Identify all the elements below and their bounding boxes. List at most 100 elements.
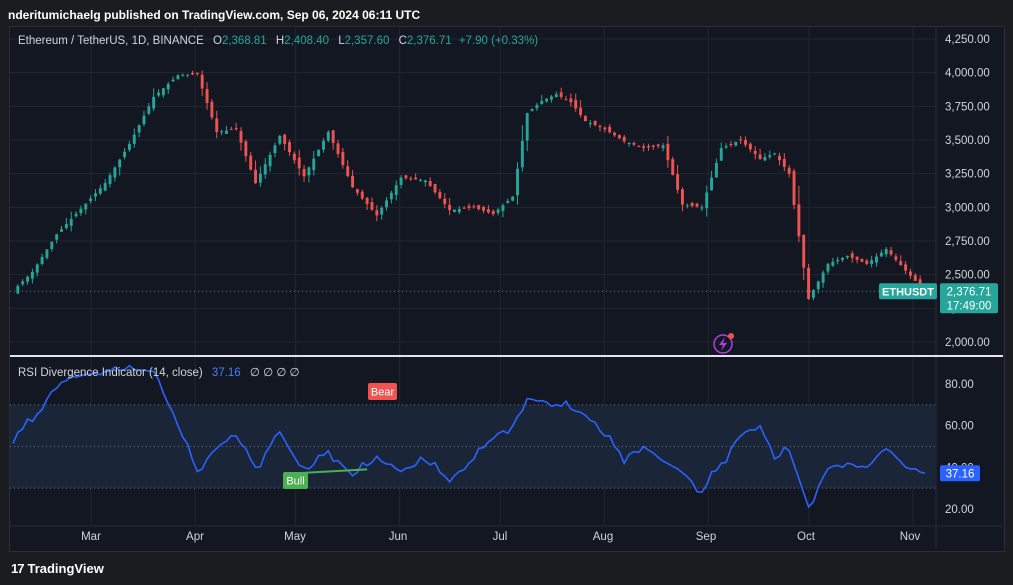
low-value: 2,357.60 <box>344 35 390 47</box>
candle-body <box>811 290 815 298</box>
candle-body <box>511 196 515 201</box>
candle-body <box>744 140 747 145</box>
rsi-title[interactable]: RSI Divergence Indicator (14, close) <box>18 367 203 379</box>
price-tick-label: 2,750.00 <box>945 236 990 248</box>
close-label: C <box>398 35 407 47</box>
symbol-title[interactable]: Ethereum / TetherUS, 1D, BINANCE <box>18 35 204 47</box>
candle-body <box>710 177 714 191</box>
price-tick-label: 3,750.00 <box>945 101 990 113</box>
candle-body <box>394 185 398 195</box>
candle-body <box>782 158 786 167</box>
tradingview-brand: TradingView <box>27 561 104 576</box>
candle-body <box>127 144 131 150</box>
bull-label-bg <box>283 472 308 489</box>
candle-body <box>64 224 68 228</box>
candle-body <box>123 151 127 158</box>
candle-body <box>579 107 583 115</box>
candle-body <box>312 158 316 171</box>
candle-body <box>676 174 680 190</box>
candle-body <box>656 144 660 147</box>
rsi-legend[interactable]: RSI Divergence Indicator (14, close) 37.… <box>18 365 300 379</box>
candle-body <box>554 94 558 98</box>
candle-body <box>613 132 616 136</box>
candle-body <box>302 168 306 177</box>
candle-body <box>438 192 442 199</box>
candle-body <box>98 188 102 194</box>
candle-body <box>520 140 524 168</box>
tradingview-logo[interactable]: 17 TradingView <box>11 561 104 576</box>
symbol-legend[interactable]: Ethereum / TetherUS, 1D, BINANCE O2,368.… <box>18 35 538 47</box>
candle-body <box>210 101 214 118</box>
candle-body <box>496 209 500 213</box>
candle-body <box>258 173 262 183</box>
candle-body <box>389 192 393 200</box>
candle-body <box>428 180 432 187</box>
candle-body <box>84 203 88 210</box>
rsi-badge: 37.16 <box>946 468 975 480</box>
candle-body <box>244 141 248 157</box>
candle-body <box>79 208 83 214</box>
candle-body <box>443 198 447 205</box>
candle-body <box>831 261 835 266</box>
candle-body <box>74 213 78 217</box>
candle-body <box>55 234 59 240</box>
candle-body <box>797 204 801 237</box>
candle-body <box>525 113 529 141</box>
candle-body <box>288 142 291 153</box>
candle-body <box>836 259 840 262</box>
price-tick-label: 4,000.00 <box>945 68 990 80</box>
price-badge-bg <box>940 283 998 314</box>
candle-body <box>331 130 335 143</box>
candle-body <box>705 192 709 209</box>
candle-body <box>899 261 903 266</box>
candle-body <box>583 116 587 122</box>
candle-body <box>884 249 888 255</box>
candle-body <box>224 130 228 134</box>
candle-body <box>491 210 495 215</box>
candle-body <box>773 153 777 155</box>
x-tick-label: Apr <box>186 531 204 543</box>
candle-body <box>35 264 39 273</box>
candle-body <box>239 131 243 143</box>
candle-body <box>30 271 34 279</box>
candle-body <box>787 167 791 174</box>
candle-body <box>758 154 762 159</box>
candle-body <box>569 98 573 103</box>
candle-body <box>472 206 476 208</box>
price-badge: 2,376.71 <box>947 286 992 298</box>
ticker-badge-bg <box>879 283 937 300</box>
candle-body <box>816 281 820 290</box>
candle-body <box>360 191 364 199</box>
candle-body <box>870 260 874 265</box>
candle-body <box>220 131 224 133</box>
candle-body <box>229 129 233 131</box>
candle-body <box>336 143 340 155</box>
candle-body <box>409 178 413 180</box>
candle-body <box>540 100 544 105</box>
candle-body <box>530 109 534 111</box>
x-tick-label: May <box>284 531 306 543</box>
candle-body <box>632 142 636 145</box>
candle-body <box>346 166 350 177</box>
candle-body <box>651 145 655 147</box>
candle-body <box>894 256 898 260</box>
candle-body <box>792 171 796 205</box>
candle-body <box>161 88 165 96</box>
candle-body <box>89 198 93 202</box>
published-text: nderitumichaelg published on TradingView… <box>8 8 421 22</box>
candle-body <box>375 210 379 216</box>
bear-label-bg <box>368 383 397 400</box>
candle-body <box>593 120 597 126</box>
rsi-tick-label: 80.00 <box>945 379 974 391</box>
candle-body <box>108 175 112 184</box>
candle-body <box>69 218 73 226</box>
candle-body <box>278 135 282 144</box>
candle-body <box>137 125 141 133</box>
candle-body <box>865 260 869 264</box>
flash-icon-dot <box>728 333 734 339</box>
candle-body <box>821 272 825 283</box>
rsi-band <box>10 404 936 489</box>
candle-body <box>904 264 908 271</box>
x-tick-label: Sep <box>696 531 716 543</box>
